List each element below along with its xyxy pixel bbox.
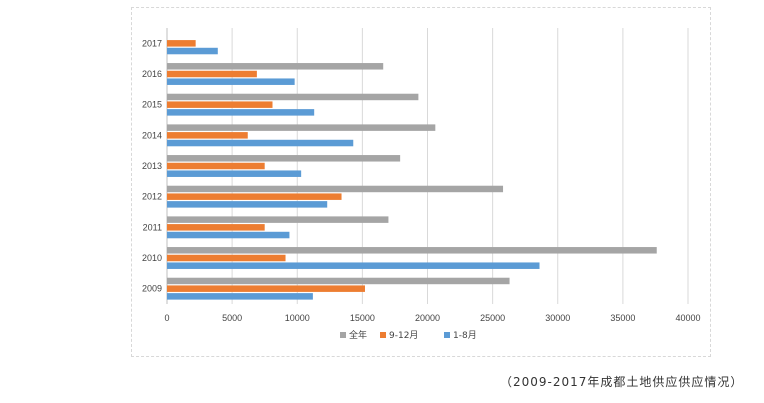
bar <box>167 231 290 239</box>
bar <box>167 162 265 170</box>
bar <box>167 101 273 108</box>
bar <box>167 93 419 101</box>
y-tick-label: 2015 <box>142 100 162 110</box>
bar <box>167 277 510 285</box>
x-tick-label: 0 <box>164 313 169 323</box>
y-tick-label: 2013 <box>142 161 162 171</box>
legend-label: 9-12月 <box>389 330 418 341</box>
bar <box>167 132 248 139</box>
bar <box>167 293 313 300</box>
y-tick-label: 2009 <box>142 284 162 294</box>
bar <box>167 63 384 70</box>
bar <box>167 216 389 223</box>
x-tick-label: 25000 <box>480 313 505 323</box>
y-tick-label: 2012 <box>142 192 162 202</box>
y-tick-label: 2016 <box>142 69 162 79</box>
legend-label: 全年 <box>349 329 367 341</box>
bar <box>167 201 328 208</box>
bar <box>167 155 401 162</box>
bar <box>167 254 286 262</box>
bar <box>167 109 315 116</box>
chart-frame <box>131 7 711 357</box>
bar <box>167 285 365 292</box>
bar <box>167 47 218 55</box>
bar <box>167 262 540 269</box>
bar <box>167 224 265 231</box>
y-tick-label: 2011 <box>143 222 162 232</box>
x-tick-label: 20000 <box>415 313 440 323</box>
bar <box>167 193 342 200</box>
legend-swatch <box>444 332 450 338</box>
y-tick-label: 2014 <box>142 130 162 140</box>
bar <box>167 185 504 193</box>
legend-swatch <box>340 332 346 338</box>
x-tick-label: 15000 <box>350 313 375 323</box>
bar <box>167 139 354 147</box>
bar <box>167 70 257 78</box>
x-tick-label: 5000 <box>222 313 242 323</box>
bar <box>167 247 657 254</box>
y-tick-label: 2017 <box>142 38 162 48</box>
x-tick-label: 40000 <box>675 313 700 323</box>
x-tick-label: 10000 <box>285 313 310 323</box>
x-tick-label: 30000 <box>545 313 570 323</box>
legend-label: 1-8月 <box>453 330 477 341</box>
bar <box>167 78 295 85</box>
x-tick-label: 35000 <box>610 313 635 323</box>
bar <box>167 124 436 131</box>
legend-swatch <box>380 332 386 338</box>
y-tick-label: 2010 <box>142 253 162 263</box>
bar <box>167 40 196 47</box>
chart-caption: （2009-2017年成都土地供应供应情况） <box>500 375 744 389</box>
bar <box>167 170 302 177</box>
